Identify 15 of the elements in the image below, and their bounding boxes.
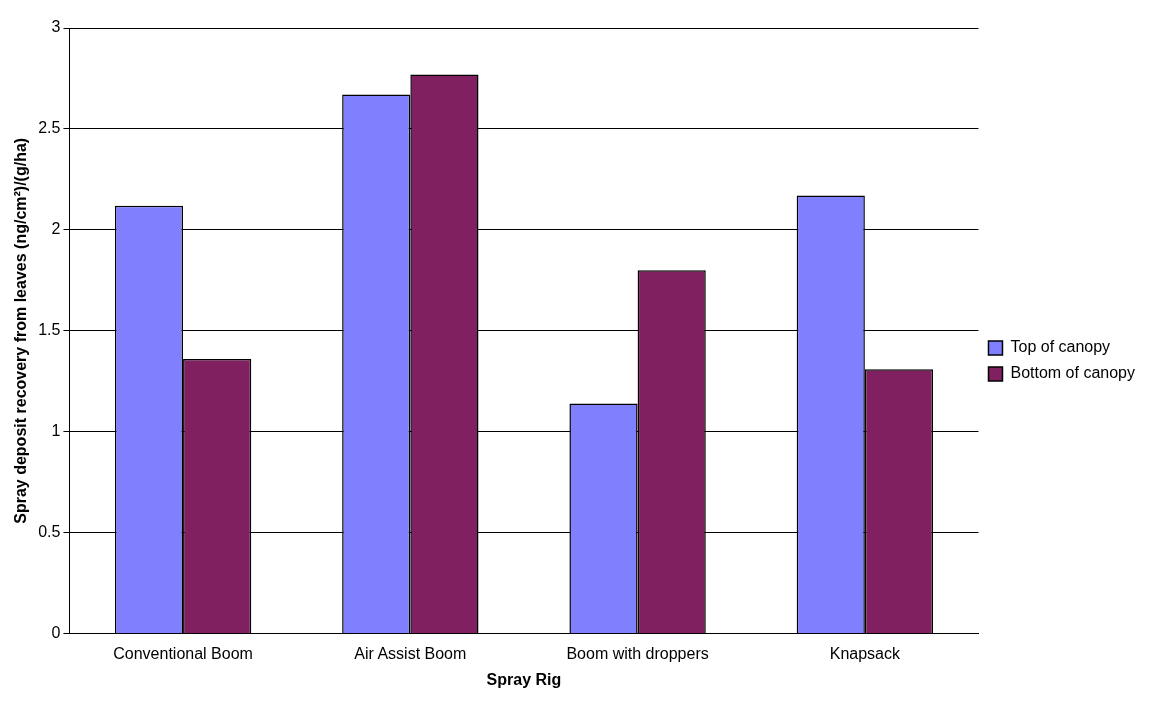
legend-label: Top of canopy: [1010, 338, 1111, 356]
x-tick-label: Air Assist Boom: [354, 644, 467, 662]
y-tick-label: 3: [51, 18, 61, 36]
y-tick-label: 1: [51, 422, 61, 440]
y-tick-label: 0.5: [38, 523, 61, 541]
y-tick-label: 0: [51, 624, 61, 642]
y-tick-label: 2: [51, 220, 61, 238]
x-axis-title: Spray Rig: [486, 670, 562, 688]
x-tick-label: Boom with droppers: [566, 644, 709, 662]
x-tick-label: Conventional Boom: [113, 644, 253, 662]
legend-label: Bottom of canopy: [1010, 364, 1135, 382]
y-tick-label: 2.5: [38, 119, 61, 137]
x-tick-label: Knapsack: [829, 644, 901, 662]
y-tick-label: 1.5: [38, 321, 61, 339]
y-axis-title: Spray deposit recovery from leaves (ng/cm²)/(g/ha): [12, 137, 30, 524]
